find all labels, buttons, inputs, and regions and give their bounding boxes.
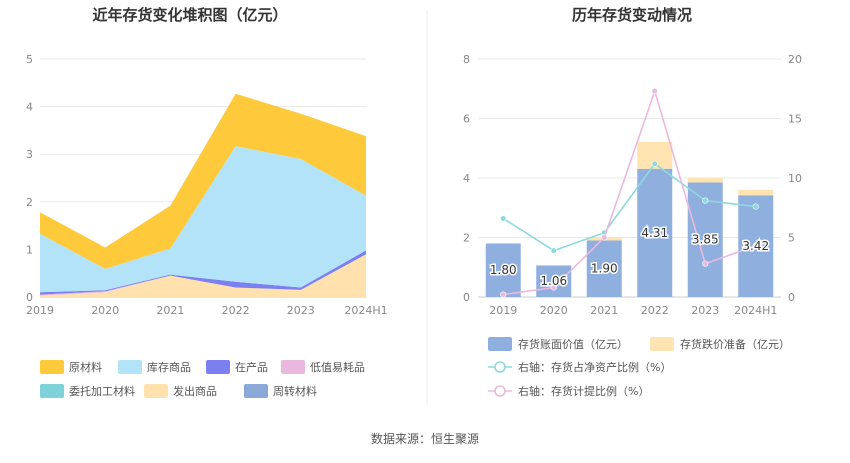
- x-tick-label: 2019: [489, 304, 517, 317]
- x-tick-label: 2024H1: [734, 304, 777, 317]
- line-series-0: [502, 162, 756, 252]
- y-tick-label: 1: [26, 243, 33, 256]
- y-right-tick-label: 0: [788, 291, 795, 304]
- right-chart-title: 历年存货变动情况: [572, 6, 692, 24]
- line-point: [702, 197, 709, 204]
- legend-label: 周转材料: [273, 384, 317, 398]
- y-left-tick-label: 6: [463, 113, 470, 126]
- right-combo-chart: 历年存货变动情况 0 2 4 6 8 0 5 10 15 20 1.80 1.06 1.90 4.31 3.8…: [463, 6, 802, 398]
- y-tick-label: 5: [26, 53, 33, 66]
- line-point: [702, 260, 709, 267]
- left-chart-title: 近年存货变化堆积图（亿元）: [92, 6, 287, 24]
- bar-impairment: [738, 189, 774, 196]
- x-tick-label: 2023: [287, 304, 315, 317]
- y-right-tick-label: 20: [788, 53, 802, 66]
- bar-data-label: 4.31: [641, 226, 668, 240]
- legend-swatch: [281, 360, 305, 374]
- line-point: [651, 160, 658, 167]
- legend-swatch: [40, 360, 64, 374]
- area-series-1: [40, 146, 366, 293]
- y-tick-label: 4: [26, 101, 33, 114]
- legend-marker: [494, 385, 506, 397]
- legend-marker: [494, 361, 506, 373]
- bar-data-label: 1.06: [540, 274, 567, 288]
- y-right-tick-label: 10: [788, 172, 802, 185]
- x-tick-label: 2022: [222, 304, 250, 317]
- y-left-tick-label: 8: [463, 53, 470, 66]
- legend-swatch: [244, 384, 268, 398]
- line-point: [651, 88, 658, 95]
- legend-label: 存货账面价值（亿元）: [518, 337, 628, 351]
- x-tick-label: 2019: [26, 304, 54, 317]
- legend-label: 在产品: [235, 360, 268, 374]
- line-point: [550, 247, 557, 254]
- x-tick-label: 2020: [91, 304, 119, 317]
- y-right-tick-label: 15: [788, 113, 802, 126]
- y-right-tick-label: 5: [788, 232, 795, 245]
- legend-swatch: [488, 337, 512, 351]
- left-stacked-area-chart: 近年存货变化堆积图（亿元） 0 1 2 3 4 5 2019 2020 2021 2022 2023 2…: [26, 6, 388, 398]
- bar-data-label: 1.90: [591, 262, 618, 276]
- y-tick-label: 0: [26, 291, 33, 304]
- y-tick-label: 3: [26, 148, 33, 161]
- legend-swatch: [144, 384, 168, 398]
- legend-swatch: [206, 360, 230, 374]
- x-tick-label: 2024H1: [344, 304, 387, 317]
- legend-label: 右轴：存货占净资产比例（%）: [518, 360, 671, 374]
- data-source: 数据来源：恒生聚源: [371, 431, 479, 446]
- legend-label: 右轴：存货计提比例（%）: [518, 384, 649, 398]
- legend-label: 低值易耗品: [310, 361, 365, 374]
- x-tick-label: 2021: [590, 304, 618, 317]
- legend-swatch: [118, 360, 142, 374]
- legend-swatch: [40, 384, 64, 398]
- line-point: [601, 234, 608, 241]
- y-left-tick-label: 0: [463, 291, 470, 304]
- x-tick-label: 2022: [641, 304, 669, 317]
- line-point: [752, 242, 759, 249]
- legend-swatch: [650, 337, 674, 351]
- line-point: [500, 215, 507, 222]
- legend-label: 委托加工材料: [69, 384, 135, 398]
- bar-data-label: 3.42: [742, 239, 769, 253]
- legend-label: 原材料: [69, 360, 102, 374]
- legend-label: 库存商品: [147, 360, 191, 374]
- legend-label: 存货跌价准备（亿元）: [680, 337, 790, 351]
- line-point: [500, 291, 507, 298]
- x-tick-label: 2020: [540, 304, 568, 317]
- bar-book-value: [485, 243, 521, 297]
- area-series-0: [40, 93, 366, 269]
- x-tick-label: 2021: [156, 304, 184, 317]
- line-series-1: [503, 88, 757, 296]
- line-point: [550, 284, 557, 291]
- line-point: [752, 203, 759, 210]
- legend-label: 发出商品: [173, 384, 217, 398]
- bar-impairment: [687, 178, 723, 183]
- y-left-tick-label: 2: [463, 232, 470, 245]
- bar-data-label: 1.80: [490, 263, 517, 277]
- bar-book-value: [637, 168, 673, 297]
- x-tick-label: 2023: [691, 304, 719, 317]
- area-series-5: [40, 254, 366, 297]
- y-tick-label: 2: [26, 196, 33, 209]
- bar-data-label: 3.85: [692, 233, 719, 247]
- y-left-tick-label: 4: [463, 172, 470, 185]
- bar-book-value: [536, 265, 572, 297]
